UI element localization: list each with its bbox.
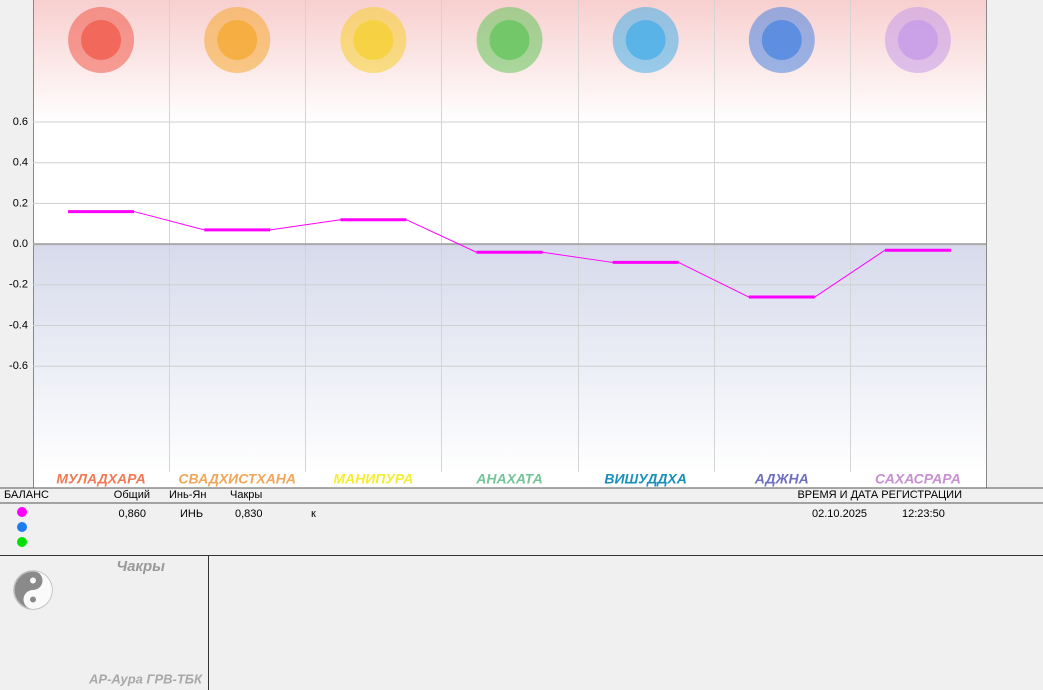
- legend-dot: [17, 522, 27, 532]
- series-connector: [814, 249, 886, 298]
- category-label: АНАХАТА: [475, 471, 543, 487]
- series-connector: [133, 211, 205, 231]
- table-header: ВРЕМЯ И ДАТА РЕГИСТРАЦИИ: [797, 489, 962, 501]
- legend-dot: [17, 507, 27, 517]
- yin-yang-icon: [13, 570, 53, 610]
- category-label: САХАСРАРА: [875, 471, 961, 487]
- table-cell: 02.10.2025: [812, 508, 867, 520]
- table-cell: 0,830: [235, 508, 263, 520]
- table-cell: 12:23:50: [902, 508, 945, 520]
- series-connector: [678, 261, 750, 298]
- chakra-icon: [897, 20, 938, 60]
- category-label: СВАДХИСТХАНА: [178, 471, 296, 487]
- chakra-icon: [625, 20, 666, 60]
- y-tick-label: 0.2: [13, 197, 28, 209]
- category-label: ВИШУДДХА: [604, 471, 687, 487]
- y-tick-label: -0.6: [9, 360, 28, 372]
- y-tick-label: 0.6: [13, 116, 28, 128]
- category-label: АДЖНА: [754, 471, 809, 487]
- panel-title: Чакры: [116, 558, 165, 575]
- series-connector: [270, 219, 341, 231]
- y-tick-label: 0.0: [13, 238, 28, 250]
- table-header: Инь-Ян: [169, 489, 206, 501]
- table-cell: 0,860: [118, 508, 146, 520]
- chakra-icon: [489, 20, 530, 60]
- y-tick-label: -0.2: [9, 279, 28, 291]
- table-header: БАЛАНС: [4, 489, 49, 501]
- legend-dot: [17, 537, 27, 547]
- negative-zone: [33, 244, 986, 472]
- legend-dots: [17, 507, 27, 547]
- table-cell: ИНЬ: [180, 508, 203, 520]
- series-connector: [406, 219, 477, 253]
- category-label: МУЛАДХАРА: [56, 471, 145, 487]
- series-connector: [542, 251, 613, 263]
- chakra-icon: [353, 20, 394, 60]
- chakra-icon: [217, 20, 258, 60]
- table-header: Чакры: [230, 489, 262, 501]
- plot-area: [33, 0, 987, 488]
- category-label: МАНИПУРА: [333, 471, 413, 487]
- y-tick-label: 0.4: [13, 157, 28, 169]
- chakra-icon: [761, 20, 802, 60]
- table-cell: к: [311, 508, 316, 520]
- table-header: Общий: [114, 489, 150, 501]
- panel-footer: АР-Аура ГРВ-ТБК: [88, 671, 203, 686]
- y-tick-label: -0.4: [9, 319, 28, 331]
- chakra-icon: [81, 20, 122, 60]
